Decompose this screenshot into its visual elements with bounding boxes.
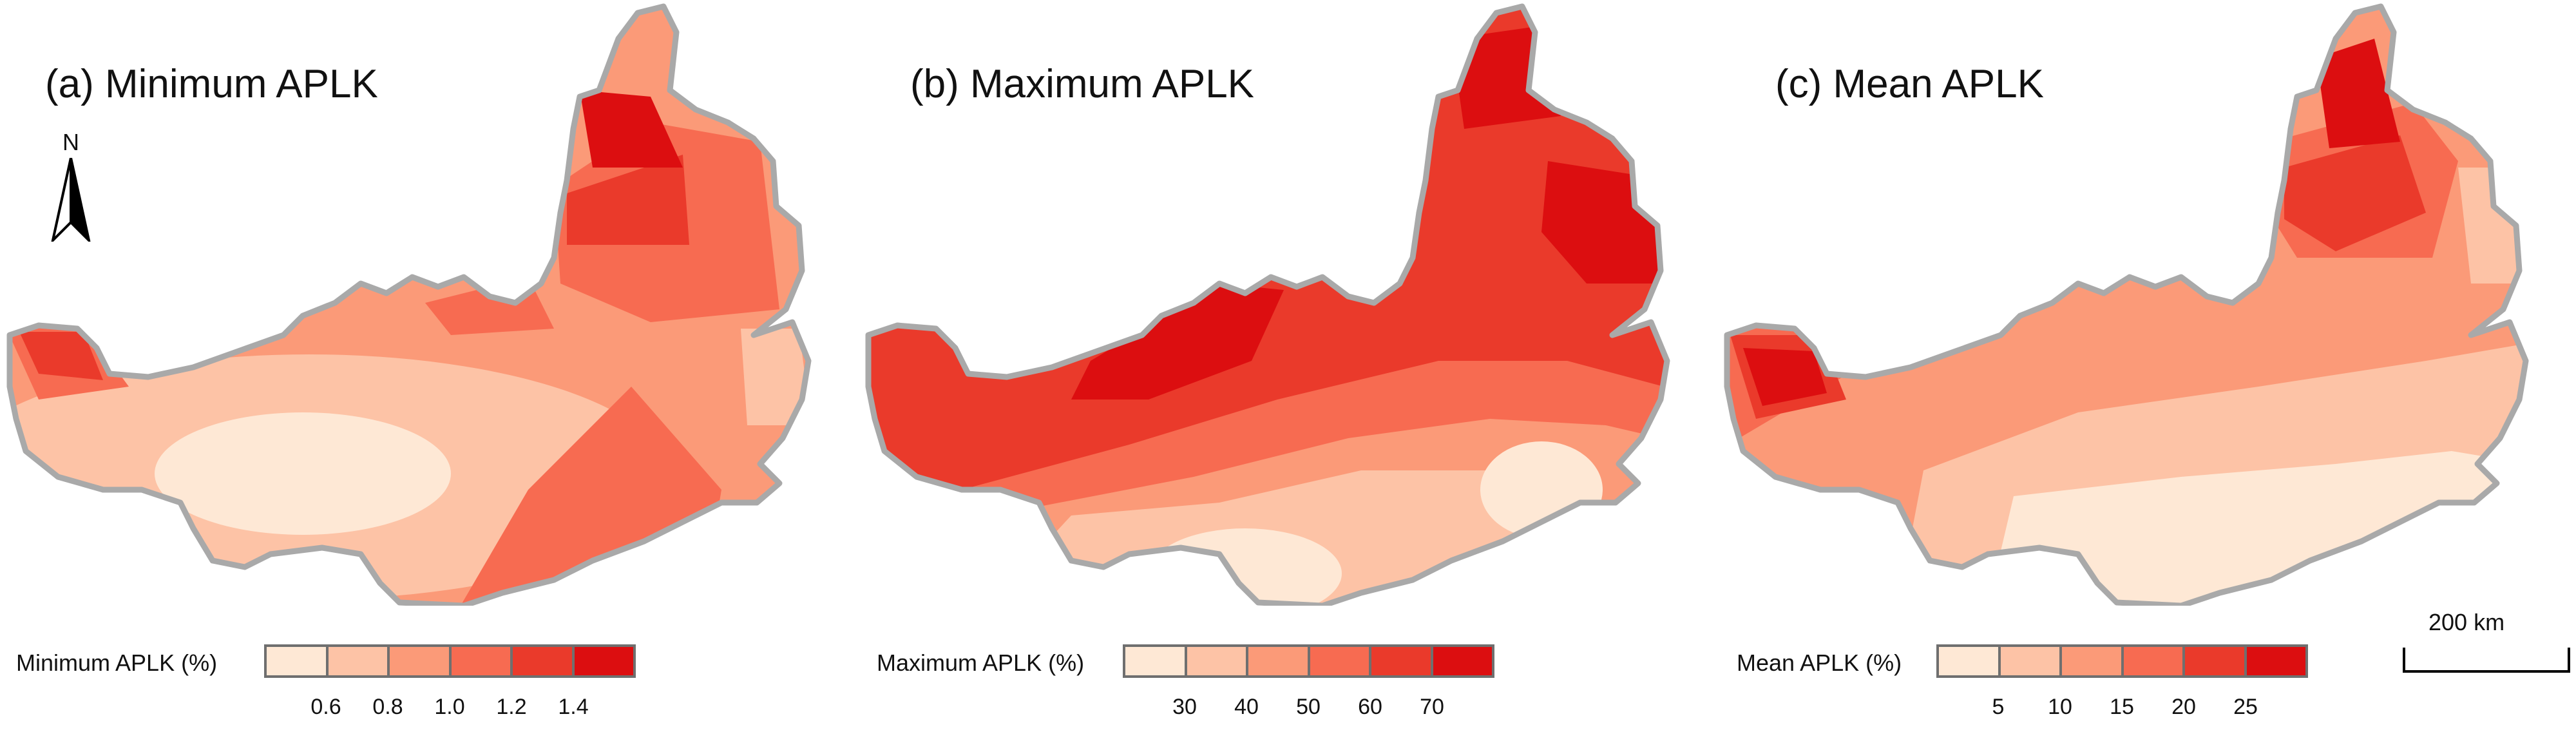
legend-swatch-3 bbox=[1248, 647, 1310, 675]
legend-tick: 30 bbox=[1172, 695, 1197, 719]
legend-swatch-4 bbox=[1310, 647, 1371, 675]
legend-tick: 20 bbox=[2171, 695, 2196, 719]
map-maximum-aplk bbox=[865, 3, 1670, 606]
legend-swatch-2 bbox=[1187, 647, 1248, 675]
north-arrow-icon bbox=[51, 158, 91, 242]
legend-tick: 15 bbox=[2110, 695, 2134, 719]
region-outline bbox=[6, 3, 812, 606]
zone-c2-east bbox=[741, 329, 808, 425]
zone-c5-north bbox=[567, 155, 689, 245]
zone-c6-north bbox=[2316, 39, 2400, 148]
legend-swatch-5 bbox=[2185, 647, 2247, 675]
legend-swatch-6 bbox=[2246, 647, 2305, 675]
legend-tick: 60 bbox=[1358, 695, 1382, 719]
zone-c6-north bbox=[1451, 26, 1561, 129]
legend-tick: 40 bbox=[1234, 695, 1259, 719]
legend-swatch-4 bbox=[2123, 647, 2185, 675]
panel-mean-aplk: (c) Mean APLK Mean APLK (%) 5 10 15 20 2… bbox=[1717, 0, 2576, 732]
legend-label: Minimum APLK (%) bbox=[16, 650, 218, 676]
panel-minimum-aplk: (a) Minimum APLK N Minimum APLK (%) 0.6 … bbox=[0, 0, 859, 732]
legend-swatch-5 bbox=[1371, 647, 1433, 675]
legend-mean-aplk: Mean APLK (%) 5 10 15 20 25 bbox=[1737, 644, 2381, 719]
legend-swatch-6 bbox=[1433, 647, 1492, 675]
scale-bar-icon bbox=[2403, 648, 2570, 673]
panel-title: (a) Minimum APLK bbox=[45, 62, 378, 106]
scale-bar-label: 200 km bbox=[2428, 609, 2505, 635]
legend-swatch-3 bbox=[390, 647, 452, 675]
legend-tick: 10 bbox=[2048, 695, 2072, 719]
zone-c5-west bbox=[19, 332, 103, 380]
legend-maximum-aplk: Maximum APLK (%) 30 40 50 60 70 bbox=[877, 644, 1521, 719]
legend-swatch-2 bbox=[2000, 647, 2062, 675]
legend-swatch-1 bbox=[1125, 647, 1187, 675]
region-outline bbox=[1724, 3, 2529, 606]
panel-maximum-aplk: (b) Maximum APLK Maximum APLK (%) 30 40 … bbox=[859, 0, 1717, 732]
legend-swatch-6 bbox=[574, 647, 633, 675]
map-minimum-aplk bbox=[6, 3, 812, 606]
legend-tick: 70 bbox=[1420, 695, 1444, 719]
legend-tick: 1.4 bbox=[558, 695, 589, 719]
legend-color-bar bbox=[1936, 644, 2308, 678]
legend-tick: 50 bbox=[1296, 695, 1321, 719]
legend-label: Mean APLK (%) bbox=[1737, 650, 1902, 676]
legend-label: Maximum APLK (%) bbox=[877, 650, 1085, 676]
zone-c6-west bbox=[1743, 348, 1827, 406]
legend-color-bar bbox=[1123, 644, 1494, 678]
north-label: N bbox=[62, 129, 79, 155]
legend-tick: 1.0 bbox=[434, 695, 465, 719]
zone-c6-mid bbox=[1071, 284, 1284, 400]
legend-swatch-1 bbox=[267, 647, 329, 675]
legend-tick: 1.2 bbox=[496, 695, 527, 719]
legend-swatch-3 bbox=[2062, 647, 2124, 675]
legend-swatch-4 bbox=[451, 647, 513, 675]
legend-color-bar bbox=[264, 644, 636, 678]
region-outline bbox=[865, 3, 1670, 606]
scale-bar: 200 km bbox=[2403, 609, 2570, 680]
north-arrow: N bbox=[45, 129, 97, 245]
legend-tick: 5 bbox=[1992, 695, 2005, 719]
legend-swatch-2 bbox=[328, 647, 390, 675]
legend-tick: 0.8 bbox=[372, 695, 403, 719]
legend-tick: 25 bbox=[2233, 695, 2258, 719]
legend-tick: 0.6 bbox=[310, 695, 341, 719]
panel-title: (c) Mean APLK bbox=[1775, 62, 2044, 106]
legend-minimum-aplk: Minimum APLK (%) 0.6 0.8 1.0 1.2 1.4 bbox=[16, 644, 660, 719]
map-mean-aplk bbox=[1724, 3, 2529, 606]
panel-title: (b) Maximum APLK bbox=[910, 62, 1255, 106]
zone-c1 bbox=[155, 412, 451, 535]
zone-c6-north bbox=[580, 90, 683, 168]
legend-swatch-5 bbox=[513, 647, 575, 675]
legend-swatch-1 bbox=[1939, 647, 2001, 675]
zone-c5-north bbox=[2284, 135, 2426, 251]
